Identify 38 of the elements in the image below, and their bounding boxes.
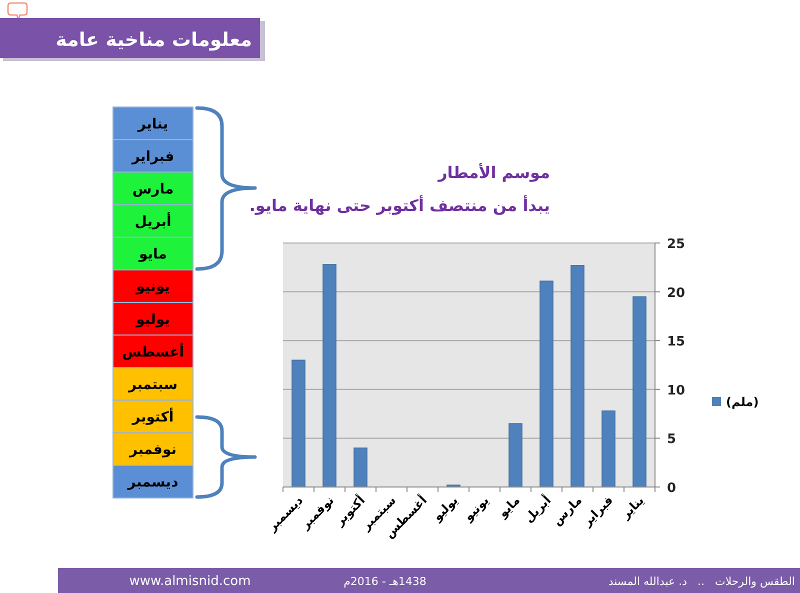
- category-label: فبراير: [130, 148, 174, 165]
- category-label: يوليو: [135, 312, 170, 328]
- category-label: يناير: [136, 116, 168, 132]
- category-label: أبريل: [134, 212, 172, 230]
- bar: [570, 265, 584, 488]
- bar: [632, 296, 646, 488]
- x-tick-label: ديسمبر: [264, 493, 306, 534]
- category-label: ديسمبر: [126, 474, 178, 491]
- bar: [292, 360, 306, 488]
- bar: [508, 423, 522, 488]
- y-tick-label: 10: [667, 383, 686, 398]
- bar: [322, 264, 336, 488]
- category-label: مارس: [132, 181, 174, 198]
- category-label: نوفمبر: [128, 442, 177, 458]
- x-tick-label: مايو: [495, 493, 523, 521]
- text: الطقس والرحلات .. د. عبدالله المسند: [608, 575, 795, 588]
- bar: [602, 410, 616, 488]
- x-tick-label: يناير: [618, 493, 647, 522]
- category-label: مايو: [138, 246, 167, 263]
- y-tick-label: 25: [667, 237, 686, 252]
- bar: [354, 448, 368, 488]
- x-tick-label: يوليو: [430, 493, 461, 524]
- text: 1438هـ - 2016م: [344, 575, 426, 588]
- chart-title: موسم الأمطار: [437, 162, 550, 182]
- chart-subtitle: يبدأ من منتصف أكتوبر حتى نهاية مايو.: [249, 195, 550, 215]
- category-label: أكتوبر: [131, 408, 174, 426]
- bar: [540, 280, 554, 488]
- y-tick-label: 15: [667, 334, 686, 350]
- text: معلومات مناخية عامة: [56, 29, 252, 51]
- category-label: يونيو: [135, 279, 170, 296]
- y-tick-label: 5: [667, 432, 676, 448]
- category-label: أغسطس: [122, 342, 184, 360]
- x-tick-label: يونيو: [460, 493, 492, 524]
- legend-label: (ملم): [726, 395, 759, 409]
- category-label: سبتمبر: [127, 376, 178, 393]
- y-tick-label: 20: [667, 286, 686, 301]
- y-tick-label: 0: [667, 481, 676, 496]
- text: www.almisnid.com: [129, 574, 251, 589]
